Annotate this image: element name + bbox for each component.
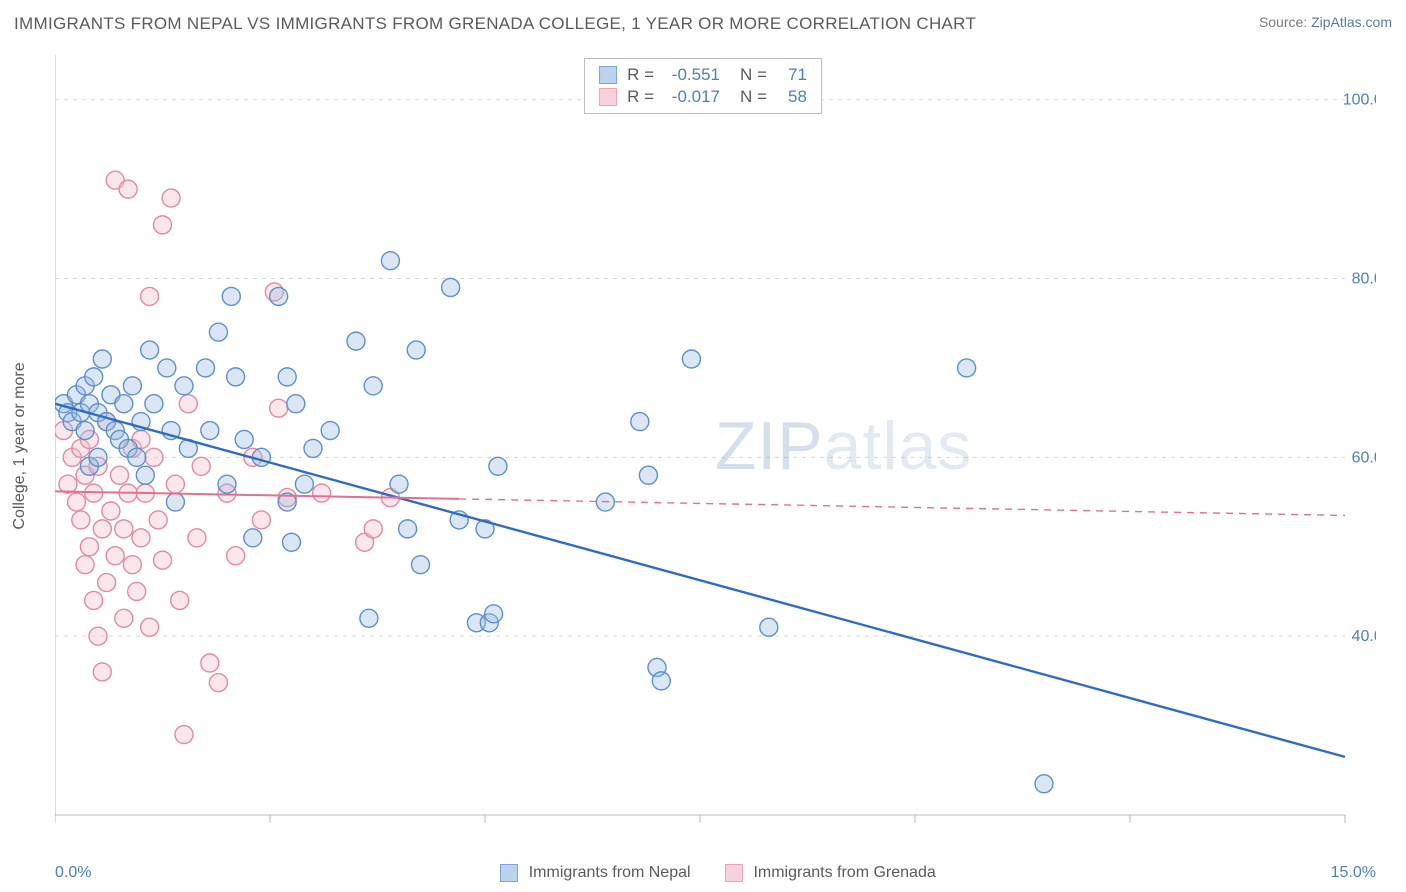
svg-text:60.0%: 60.0% <box>1352 449 1376 466</box>
stat-r-nepal: -0.551 <box>664 65 720 85</box>
swatch-nepal <box>599 66 617 84</box>
x-axis-right-label: 15.0% <box>1331 864 1376 882</box>
svg-text:80.0%: 80.0% <box>1352 271 1376 288</box>
chart-area: 40.0% 60.0% 80.0% 100.0% <box>55 55 1376 837</box>
stat-label-r: R = <box>627 87 654 107</box>
stats-row-grenada: R = -0.017 N = 58 <box>599 87 807 107</box>
stats-row-nepal: R = -0.551 N = 71 <box>599 65 807 85</box>
legend-label-grenada: Immigrants from Grenada <box>753 864 935 881</box>
stat-label-n: N = <box>740 65 767 85</box>
stat-r-grenada: -0.017 <box>664 87 720 107</box>
svg-text:100.0%: 100.0% <box>1343 92 1376 109</box>
legend-label-nepal: Immigrants from Nepal <box>529 864 691 881</box>
chart-title: IMMIGRANTS FROM NEPAL VS IMMIGRANTS FROM… <box>14 14 976 34</box>
bottom-legend: Immigrants from Nepal Immigrants from Gr… <box>0 864 1406 882</box>
source-link[interactable]: ZipAtlas.com <box>1311 14 1392 30</box>
stat-n-grenada: 58 <box>777 87 807 107</box>
legend-swatch-grenada <box>725 864 743 882</box>
header: IMMIGRANTS FROM NEPAL VS IMMIGRANTS FROM… <box>14 14 1392 34</box>
svg-text:40.0%: 40.0% <box>1352 628 1376 645</box>
stat-label-n: N = <box>740 87 767 107</box>
y-axis-title: College, 1 year or more <box>11 362 29 529</box>
stat-label-r: R = <box>627 65 654 85</box>
stats-legend: R = -0.551 N = 71 R = -0.017 N = 58 <box>584 58 822 114</box>
swatch-grenada <box>599 88 617 106</box>
scatter-chart: 40.0% 60.0% 80.0% 100.0% <box>55 55 1376 837</box>
stat-n-nepal: 71 <box>777 65 807 85</box>
x-axis-left-label: 0.0% <box>55 864 91 882</box>
chart-source: Source: ZipAtlas.com <box>1259 14 1392 30</box>
source-prefix: Source: <box>1259 14 1311 30</box>
legend-swatch-nepal <box>500 864 518 882</box>
